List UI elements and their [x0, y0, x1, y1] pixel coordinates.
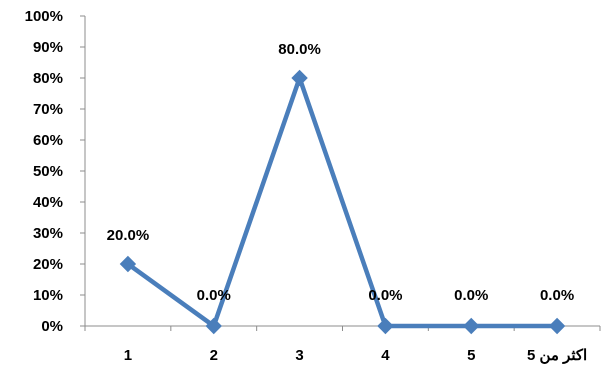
x-tick-label: 3 — [295, 347, 303, 364]
data-point-marker — [205, 317, 222, 335]
x-tick-label: اكثر من 5 — [527, 347, 587, 364]
y-tick-label: 80% — [33, 70, 63, 87]
data-point-marker — [291, 69, 308, 87]
data-label: 0.0% — [197, 287, 231, 304]
series-line — [119, 69, 566, 335]
y-tick-label: 40% — [33, 194, 63, 211]
y-tick-label: 10% — [33, 287, 63, 304]
x-tick-label: 4 — [381, 347, 390, 364]
data-point-marker — [463, 317, 480, 335]
data-label: 0.0% — [454, 287, 488, 304]
data-label: 0.0% — [540, 287, 574, 304]
data-point-marker — [377, 317, 394, 335]
x-tick-label: 1 — [124, 347, 132, 364]
y-tick-label: 50% — [33, 163, 63, 180]
y-tick-label: 90% — [33, 39, 63, 56]
x-axis: 1 2 3 4 5 اكثر من 5 — [84, 325, 601, 364]
data-label: 20.0% — [107, 227, 150, 244]
data-label: 80.0% — [278, 41, 321, 58]
x-tick-label: 2 — [210, 347, 218, 364]
y-tick-label: 60% — [33, 132, 63, 149]
data-point-marker — [548, 317, 566, 335]
y-tick-label: 70% — [33, 101, 63, 118]
data-labels: 20.0% 0.0% 80.0% 0.0% 0.0% 0.0% — [107, 41, 575, 304]
y-tick-label: 20% — [33, 256, 63, 273]
series-polyline — [126, 75, 558, 329]
y-tick-label: 30% — [33, 225, 63, 242]
y-tick-label: 0% — [41, 318, 63, 335]
data-point-marker — [119, 255, 137, 273]
y-axis: 0% 10% 20% 30% 40% 50% 60% 70% 80% 90% 100% — [25, 8, 86, 335]
x-tick-label: 5 — [467, 347, 475, 364]
y-tick-label: 100% — [25, 8, 63, 25]
data-label: 0.0% — [368, 287, 402, 304]
